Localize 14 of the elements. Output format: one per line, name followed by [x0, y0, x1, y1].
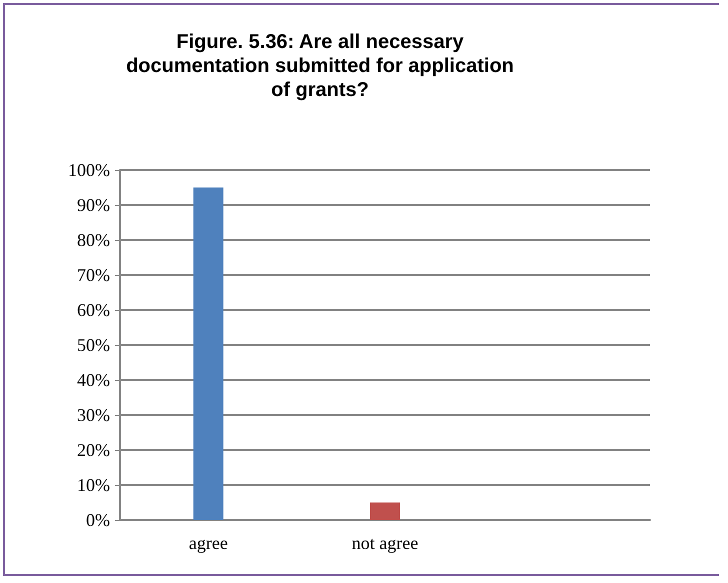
y-tick-label: 50% — [77, 335, 110, 355]
x-tick-label: not agree — [352, 533, 418, 553]
y-tick-label: 80% — [77, 230, 110, 250]
y-tick-label: 70% — [77, 265, 110, 285]
y-tick-label: 20% — [77, 440, 110, 460]
y-tick-label: 90% — [77, 195, 110, 215]
y-tick-label: 30% — [77, 405, 110, 425]
y-tick-label: 0% — [86, 510, 110, 530]
x-tick-label: agree — [188, 533, 228, 553]
y-tick-label: 100% — [68, 160, 110, 180]
y-tick-label: 60% — [77, 300, 110, 320]
y-tick-label: 40% — [77, 370, 110, 390]
chart-title: Figure. 5.36: Are all necessary documentation submitted for application of grants? — [125, 30, 515, 102]
y-tick-label: 10% — [77, 475, 110, 495]
